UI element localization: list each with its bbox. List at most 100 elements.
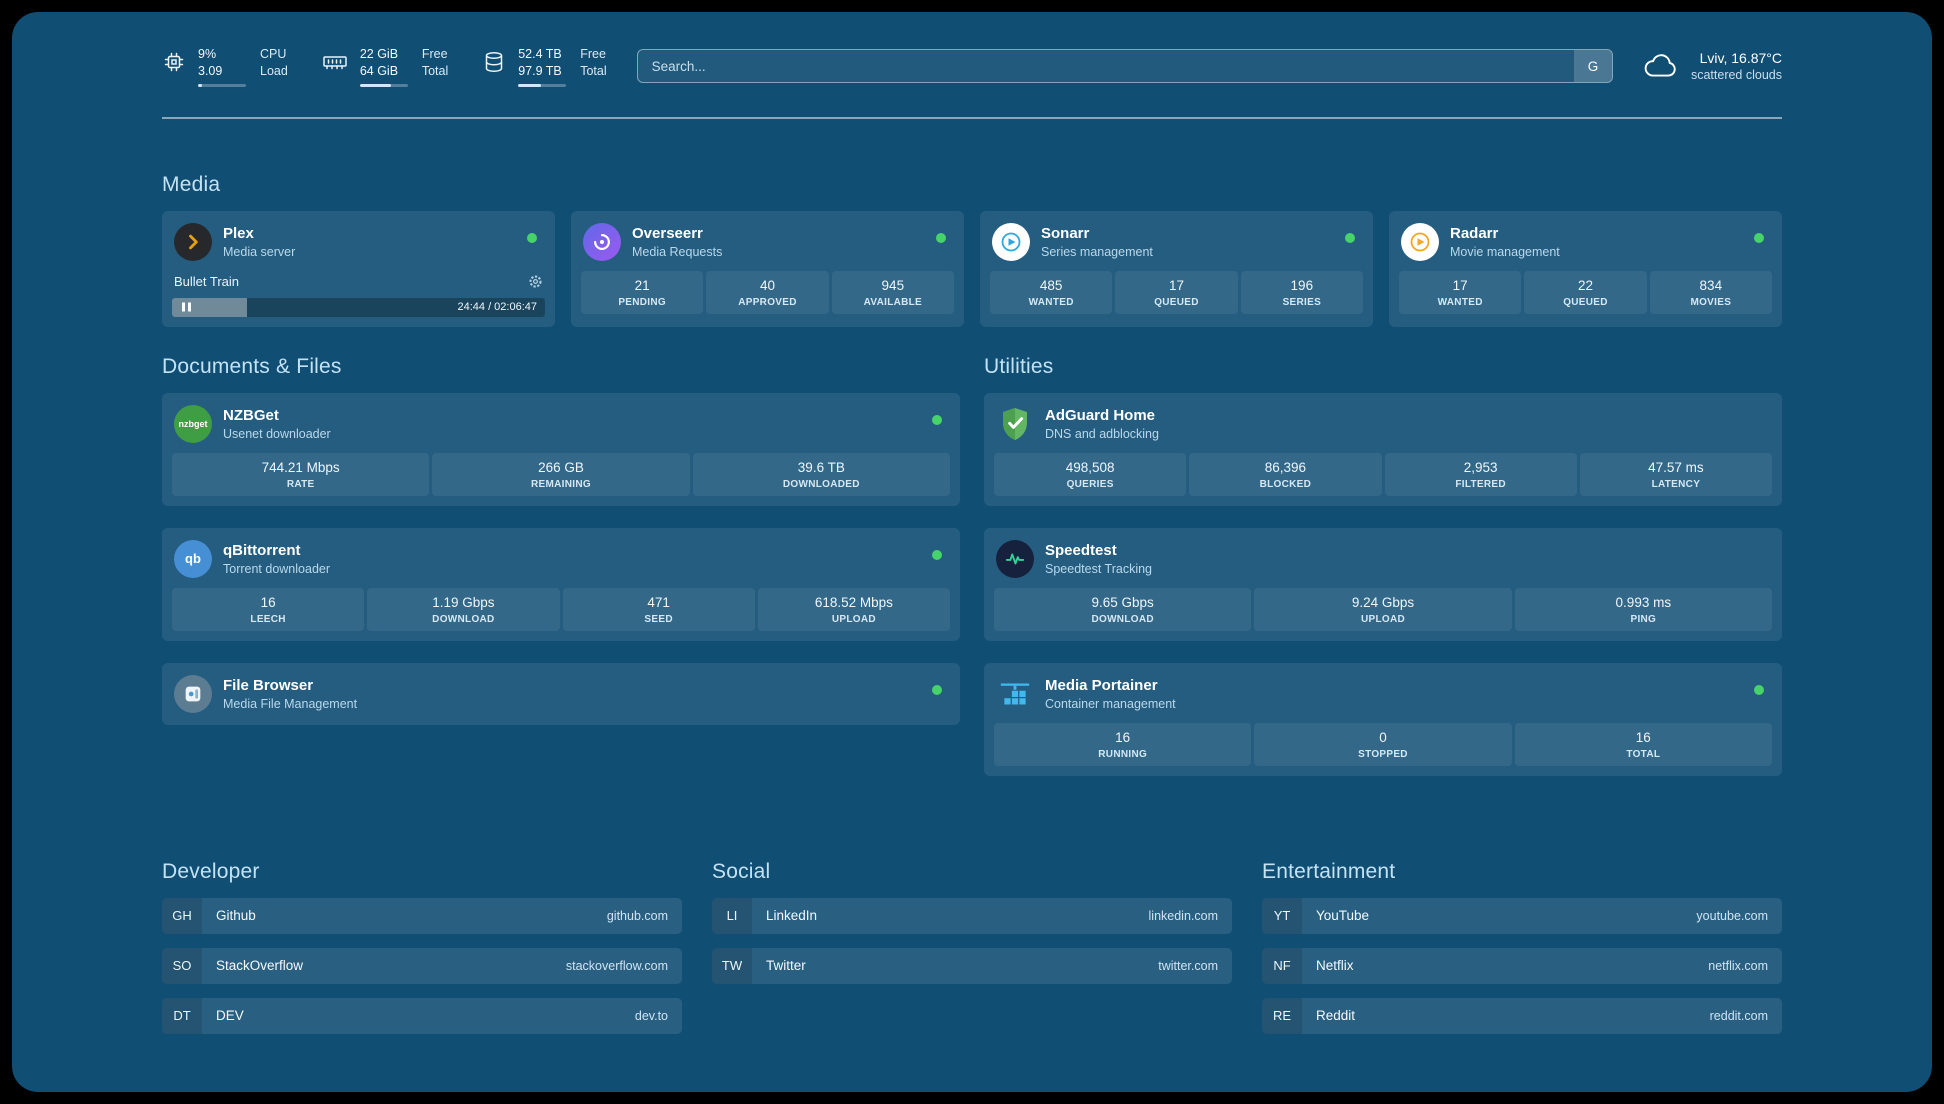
bookmark-netflix[interactable]: NF Netflix netflix.com — [1262, 947, 1782, 984]
portainer-icon — [996, 675, 1034, 713]
service-card-portainer[interactable]: Media Portainer Container management 16 … — [984, 662, 1782, 776]
service-subtitle: Media Requests — [632, 244, 723, 259]
stat-tile: 40 APPROVED — [706, 270, 829, 314]
disk-widget: 52.4 TB 97.9 TB Free Total — [482, 46, 607, 87]
stat-label: PING — [1630, 613, 1657, 625]
dashboard-screen: 9% 3.09 CPU Load — [12, 12, 1932, 1092]
stat-value: 485 — [1039, 277, 1063, 293]
stat-tile: 834 MOVIES — [1649, 270, 1772, 314]
bookmark-dev[interactable]: DT DEV dev.to — [162, 997, 682, 1034]
service-subtitle: Speedtest Tracking — [1045, 561, 1153, 576]
stat-label: DOWNLOADED — [782, 478, 860, 490]
service-card-overseerr[interactable]: Overseerr Media Requests 21 PENDING 40 A… — [571, 210, 964, 327]
bookmarks-section: Developer GH Github github.com SO StackO… — [162, 860, 1782, 1078]
service-subtitle: Container management — [1045, 696, 1176, 711]
bookmark-name: YouTube — [1316, 908, 1370, 924]
bookmark-name: Netflix — [1316, 958, 1354, 974]
service-card-sonarr[interactable]: Sonarr Series management 485 WANTED 17 Q… — [980, 210, 1373, 327]
media-section: Media Plex Media server Bullet Train — [162, 173, 1782, 327]
stat-tile: 0.993 ms PING — [1514, 587, 1772, 631]
bookmark-youtube[interactable]: YT YouTube youtube.com — [1262, 897, 1782, 934]
bookmark-abbr: DT — [162, 997, 202, 1034]
service-card-qbittorrent[interactable]: qb qBittorrent Torrent downloader 16 LEE… — [162, 527, 960, 641]
bookmarks-entertainment: Entertainment YT YouTube youtube.com NF … — [1262, 860, 1782, 1048]
stat-value: 618.52 Mbps — [814, 594, 893, 610]
playback-time: 24:44 / 02:06:47 — [457, 301, 537, 314]
service-card-adguard[interactable]: AdGuard Home DNS and adblocking 498,508 … — [984, 392, 1782, 506]
disk-values: 52.4 TB 97.9 TB — [518, 46, 567, 87]
pause-icon[interactable] — [182, 302, 191, 312]
status-dot — [932, 414, 942, 425]
stat-label: LATENCY — [1651, 478, 1701, 490]
bookmark-twitter[interactable]: TW Twitter twitter.com — [712, 947, 1232, 984]
stat-value: 86,396 — [1264, 459, 1307, 475]
stat-label: WANTED — [1437, 296, 1483, 308]
service-card-speedtest[interactable]: Speedtest Speedtest Tracking 9.65 Gbps D… — [984, 527, 1782, 641]
stat-tile: 498,508 QUERIES — [994, 452, 1187, 496]
service-name: AdGuard Home — [1045, 406, 1156, 424]
stat-value: 498,508 — [1065, 459, 1115, 475]
weather-condition: scattered clouds — [1690, 68, 1782, 83]
bookmark-abbr: GH — [162, 897, 202, 934]
service-subtitle: Media File Management — [223, 696, 358, 711]
section-title-entertainment: Entertainment — [1262, 859, 1396, 883]
stat-value: 16 — [260, 594, 276, 610]
stat-value: 266 GB — [538, 459, 584, 475]
stat-label: STOPPED — [1358, 748, 1408, 760]
section-title-developer: Developer — [162, 859, 260, 883]
service-card-plex[interactable]: Plex Media server Bullet Train — [162, 210, 555, 327]
stat-label: SEED — [644, 613, 673, 625]
stat-tile: 47.57 ms LATENCY — [1579, 452, 1772, 496]
bookmarks-social: Social LI LinkedIn linkedin.com TW Twitt… — [712, 860, 1232, 1048]
stat-value: 16 — [1115, 729, 1131, 745]
cpu-widget: 9% 3.09 CPU Load — [162, 46, 288, 87]
search-bar: G — [636, 49, 1613, 84]
memory-total: 64 GiB — [359, 63, 399, 78]
qbittorrent-icon: qb — [174, 539, 212, 578]
gear-icon[interactable] — [528, 274, 543, 289]
service-subtitle: DNS and adblocking — [1045, 426, 1159, 441]
status-dot — [932, 549, 942, 560]
adguard-icon — [996, 405, 1034, 443]
status-dot — [1754, 232, 1764, 243]
service-name: NZBGet — [223, 406, 279, 424]
search-input[interactable] — [637, 50, 1574, 83]
bookmark-domain: github.com — [606, 908, 668, 923]
stat-value: 945 — [881, 277, 905, 293]
bookmark-github[interactable]: GH Github github.com — [162, 897, 682, 934]
stat-tile: 16 RUNNING — [994, 722, 1252, 766]
service-card-filebrowser[interactable]: File Browser Media File Management — [162, 662, 960, 725]
stat-label: RUNNING — [1098, 748, 1148, 760]
stat-label: QUERIES — [1066, 478, 1114, 490]
disk-label-top: Free — [580, 47, 606, 61]
stat-value: 834 — [1699, 277, 1723, 293]
stat-value: 9.24 Gbps — [1351, 594, 1415, 610]
memory-label-top: Free — [421, 47, 448, 61]
speedtest-icon — [996, 539, 1034, 578]
bookmark-stackoverflow[interactable]: SO StackOverflow stackoverflow.com — [162, 947, 682, 984]
stat-label: REMAINING — [531, 478, 591, 490]
search-provider-button[interactable]: G — [1573, 50, 1612, 83]
bookmark-domain: reddit.com — [1709, 1008, 1768, 1023]
playback-progress-bar[interactable]: 24:44 / 02:06:47 — [172, 297, 545, 317]
stat-label: UPLOAD — [1360, 613, 1405, 625]
stat-label: QUEUED — [1563, 296, 1608, 308]
service-card-nzbget[interactable]: nzbget NZBGet Usenet downloader 744.21 M… — [162, 392, 960, 506]
service-subtitle: Usenet downloader — [223, 426, 331, 441]
stat-tile: 9.65 Gbps DOWNLOAD — [994, 587, 1252, 631]
stat-value: 16 — [1635, 729, 1651, 745]
bookmark-reddit[interactable]: RE Reddit reddit.com — [1262, 997, 1782, 1034]
cpu-values: 9% 3.09 — [198, 46, 246, 87]
filebrowser-icon — [174, 674, 212, 713]
memory-free: 22 GiB — [359, 47, 399, 61]
bookmark-linkedin[interactable]: LI LinkedIn linkedin.com — [712, 897, 1232, 934]
overseerr-icon — [583, 222, 621, 261]
bookmark-abbr: RE — [1262, 997, 1302, 1034]
disk-labels: Free Total — [580, 46, 606, 87]
status-dot — [936, 232, 946, 243]
stat-value: 17 — [1168, 277, 1184, 293]
bookmark-name: DEV — [216, 1008, 244, 1024]
stat-label: MOVIES — [1690, 296, 1732, 308]
service-card-radarr[interactable]: Radarr Movie management 17 WANTED 22 QUE… — [1389, 210, 1782, 327]
stat-tile: 17 QUEUED — [1115, 270, 1238, 314]
